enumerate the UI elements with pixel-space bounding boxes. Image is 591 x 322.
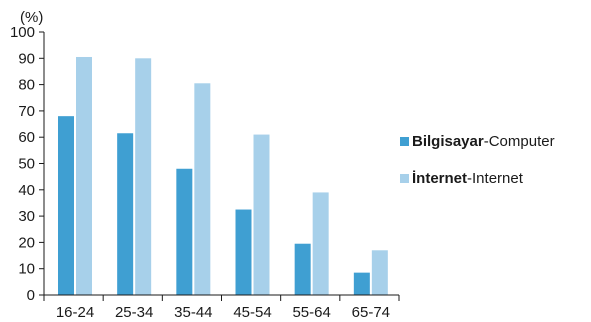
legend: Bilgisayar -Computer İnternet -Internet — [400, 131, 555, 205]
y-tick-label: 80 — [18, 77, 35, 94]
y-tick-label: 0 — [27, 287, 35, 304]
x-tick-label: 45-54 — [233, 304, 271, 321]
y-tick-label: 70 — [18, 103, 35, 120]
bar-internet-45-54 — [253, 134, 270, 295]
x-tick-label: 25-34 — [115, 304, 153, 321]
bars-layer — [58, 56, 388, 295]
y-tick-label: 50 — [18, 156, 35, 173]
y-tick-label: 30 — [18, 208, 35, 225]
legend-item-computer: Bilgisayar -Computer — [400, 131, 555, 151]
x-tick-label: 35-44 — [174, 304, 212, 321]
bar-internet-35-44 — [194, 83, 211, 295]
bar-computer-25-34 — [117, 133, 134, 295]
x-tick-label: 16-24 — [56, 304, 94, 321]
bar-internet-16-24 — [76, 56, 92, 295]
y-tick-label: 60 — [18, 129, 35, 146]
y-tick-label: 10 — [18, 261, 35, 278]
x-tick-label: 55-64 — [292, 304, 330, 321]
bar-computer-45-54 — [235, 209, 252, 295]
bar-computer-55-64 — [294, 243, 311, 295]
legend-label-internet-bold: İnternet — [412, 169, 468, 187]
legend-item-internet: İnternet -Internet — [400, 168, 555, 188]
y-tick-label: 20 — [18, 234, 35, 251]
x-tick-label: 65-74 — [352, 304, 390, 321]
bar-internet-25-34 — [135, 58, 152, 295]
x-ticks: 16-24 25-34 35-44 45-54 55-64 65-74 — [43, 295, 400, 321]
bar-internet-55-64 — [312, 192, 329, 295]
y-ticks: 0 10 20 30 40 50 60 70 80 90 100 — [10, 24, 44, 304]
y-axis-unit-label: (%) — [20, 9, 43, 26]
bar-computer-65-74 — [353, 272, 370, 295]
legend-label-computer-rest: -Computer — [483, 132, 555, 150]
legend-swatch-internet — [400, 173, 409, 183]
y-tick-label: 40 — [18, 182, 35, 199]
legend-label-computer-bold: Bilgisayar — [412, 132, 484, 150]
y-tick-label: 100 — [10, 24, 35, 41]
bar-computer-16-24 — [58, 116, 74, 295]
bar-computer-35-44 — [176, 168, 193, 295]
legend-label-internet-rest: -Internet — [467, 169, 523, 187]
legend-swatch-computer — [400, 136, 409, 146]
y-tick-label: 90 — [18, 50, 35, 67]
bar-internet-65-74 — [371, 250, 388, 295]
